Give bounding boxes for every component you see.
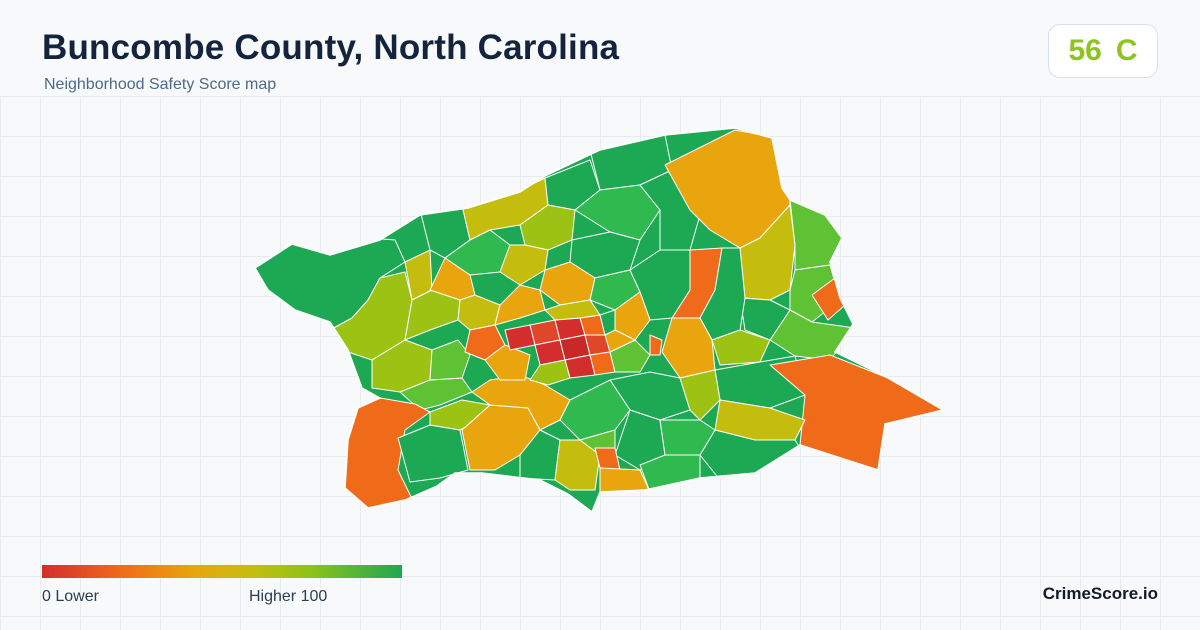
legend-min-label: 0 Lower [42, 588, 99, 605]
score-badge: 56 C [1048, 24, 1158, 78]
map-region [599, 309, 616, 336]
map-region [739, 297, 791, 341]
score-value: 56 [1068, 34, 1102, 67]
map-region [429, 339, 471, 381]
map-region [484, 344, 531, 381]
legend-max-label: Higher 100 [249, 588, 328, 605]
region-cells [255, 128, 943, 512]
map-region [329, 271, 413, 361]
brand-logo: CrimeScore.io [1042, 584, 1158, 603]
legend-color-bar [42, 565, 402, 578]
map-region [789, 199, 846, 271]
page-subtitle: Neighborhood Safety Score map [44, 76, 277, 93]
map-region [529, 359, 571, 386]
map-region [339, 397, 431, 512]
page-title: Buncombe County, North Carolina [42, 28, 620, 67]
map-region [659, 419, 716, 456]
map-region [679, 369, 721, 421]
map-region [711, 329, 771, 366]
score-grade: C [1115, 34, 1138, 67]
map-region [649, 334, 663, 356]
map-region [429, 257, 476, 301]
